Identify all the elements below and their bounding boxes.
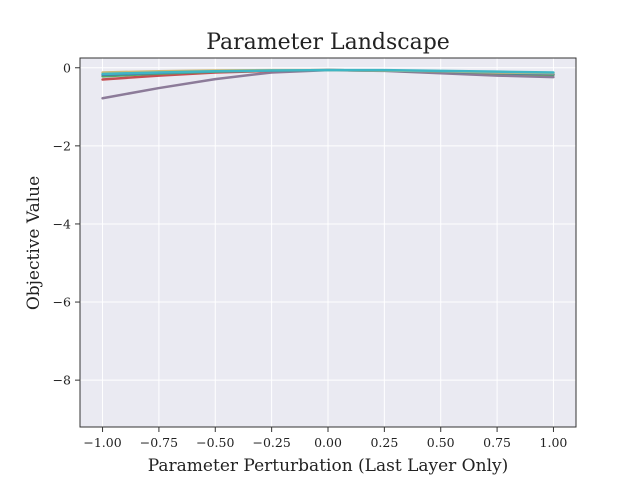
y-tick-label: −2 xyxy=(53,138,71,153)
x-tick-label: 0.25 xyxy=(370,435,398,450)
y-tick-label: 0 xyxy=(63,60,71,75)
x-tick-label: −0.75 xyxy=(140,435,178,450)
y-tick-label: −6 xyxy=(53,295,71,310)
series-line-6 xyxy=(101,68,555,76)
series-lines xyxy=(101,68,555,100)
x-tick-label: −0.25 xyxy=(252,435,290,450)
y-tick-labels: 0 −2 −4 −6 −8 xyxy=(53,60,80,388)
y-tick-label: −4 xyxy=(53,216,71,231)
x-tick-label: 0.00 xyxy=(314,435,342,450)
x-tick-label: 0.75 xyxy=(483,435,511,450)
y-axis-label: Objective Value xyxy=(24,176,44,310)
x-tick-label: −1.00 xyxy=(83,435,121,450)
x-tick-labels: −1.00 −0.75 −0.50 −0.25 0.00 0.25 0.50 0.75 1.00 xyxy=(83,427,567,450)
x-axis-label: Parameter Perturbation (Last Layer Only) xyxy=(148,456,509,476)
plot-frame xyxy=(79,57,577,428)
x-tick-label: −0.50 xyxy=(196,435,234,450)
x-tick-label: 1.00 xyxy=(540,435,568,450)
y-tick-label: −8 xyxy=(53,373,71,388)
x-tick-label: 0.50 xyxy=(427,435,455,450)
gridlines xyxy=(80,58,576,427)
chart-title: Parameter Landscape xyxy=(206,30,450,55)
